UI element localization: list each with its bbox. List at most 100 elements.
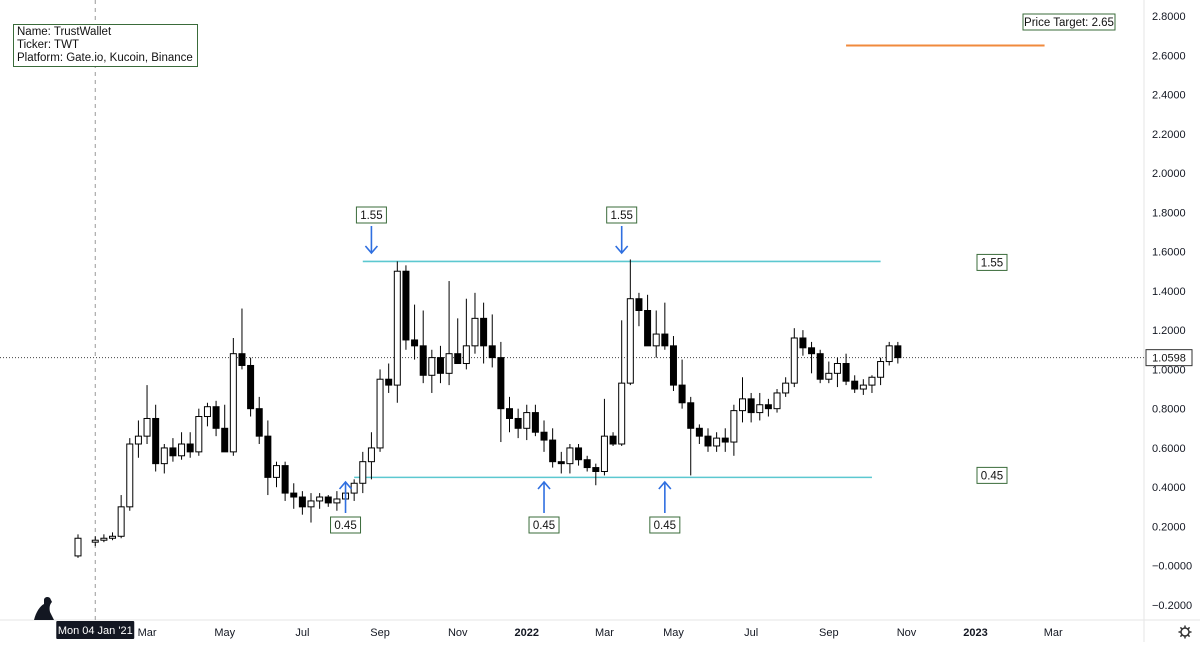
y-tick-label: 2.2000 (1152, 129, 1186, 141)
resistance-level-label: 1.55 (981, 257, 1003, 269)
y-tick-label: 2.4000 (1152, 90, 1186, 102)
candle-up (229, 353, 237, 453)
candle-down (687, 402, 695, 429)
x-tick-label: Jul (295, 627, 309, 639)
candle-up (109, 535, 117, 539)
y-tick-label: 0.8000 (1152, 404, 1186, 416)
candle-down (324, 496, 332, 504)
candle-up (91, 539, 99, 543)
candle-down (221, 427, 229, 453)
candle-down (264, 435, 272, 478)
candle-up (833, 363, 841, 374)
price-target-label-box (1022, 13, 1116, 31)
candle-up (117, 506, 125, 537)
x-tick-label: Mar (595, 627, 614, 639)
candle-down (644, 310, 652, 347)
y-tick-label: −0.0000 (1152, 561, 1192, 573)
y-tick-label: 2.0000 (1152, 168, 1186, 180)
candle-down (255, 408, 263, 437)
candle-down (704, 435, 712, 447)
candle-up (739, 398, 747, 412)
candle-down (842, 363, 850, 382)
support-callout-label-box (528, 516, 560, 534)
x-tick-label: Sep (370, 627, 390, 639)
candle-up (859, 384, 867, 390)
candle-down (575, 447, 583, 461)
candle-up (790, 337, 798, 384)
candle-down (454, 353, 462, 365)
y-tick-label: 0.2000 (1152, 521, 1186, 533)
y-tick-label: 0.6000 (1152, 443, 1186, 455)
candle-up (376, 378, 384, 449)
symbol-ticker: Ticker: TWT (17, 39, 79, 51)
current-price-tag: 1.0598 (1152, 353, 1186, 365)
candle-up (350, 482, 358, 494)
resistance-callout-label-box (606, 206, 638, 224)
candle-down (635, 298, 643, 312)
price-target-label: Price Target: 2.65 (1024, 17, 1114, 29)
y-tick-label: 1.2000 (1152, 325, 1186, 337)
y-tick-label: 1.4000 (1152, 286, 1186, 298)
candle-down (583, 459, 591, 469)
symbol-platform: Platform: Gate.io, Kucoin, Binance (17, 52, 193, 64)
x-tick-label: Jul (744, 627, 758, 639)
candle-up (756, 404, 764, 414)
candle-down (488, 345, 496, 359)
resistance-callout-label: 1.55 (360, 210, 382, 222)
candle-up (713, 437, 721, 447)
candle-up (566, 447, 574, 465)
candle-up (877, 361, 885, 378)
symbol-name: Name: TrustWallet (17, 26, 112, 38)
candle-up (74, 537, 82, 557)
candle-down (298, 496, 306, 508)
candle-down (549, 439, 557, 463)
support-callout-label-box (330, 516, 362, 534)
candle-up (462, 345, 470, 365)
candle-down (609, 435, 617, 445)
candle-up (773, 392, 781, 410)
candle-down (592, 467, 600, 472)
candle-down (290, 492, 298, 498)
candle-down (894, 345, 902, 359)
x-tick-label: May (663, 627, 684, 639)
candle-down (186, 443, 194, 453)
candle-down (152, 417, 160, 465)
resistance-level-label-box (976, 253, 1008, 271)
candle-up (885, 345, 893, 363)
y-tick-label: 2.8000 (1152, 11, 1186, 23)
candle-down (816, 353, 824, 380)
gear-icon-tooth (1179, 634, 1183, 638)
resistance-callout-label: 1.55 (610, 210, 632, 222)
candle-up (393, 270, 401, 386)
support-level-label: 0.45 (981, 470, 1003, 482)
resistance-callout-label-box (355, 206, 387, 224)
candle-down (540, 431, 548, 441)
candle-down (851, 380, 859, 390)
candle-up (626, 298, 634, 384)
gear-icon (1180, 627, 1190, 637)
candle-up (203, 406, 211, 418)
candle-down (212, 406, 220, 429)
candle-down (497, 357, 505, 410)
gear-icon-tooth (1187, 634, 1191, 638)
x-tick-label: Mar (1044, 627, 1063, 639)
candle-down (557, 461, 565, 465)
candle-up (652, 333, 660, 347)
candle-down (281, 465, 289, 494)
up-arrow-icon-head (338, 480, 353, 490)
candle-up (178, 443, 186, 457)
candle-down (480, 317, 488, 347)
y-tick-label: 1.6000 (1152, 247, 1186, 259)
candle-down (531, 412, 539, 433)
candle-up (445, 353, 453, 374)
candle-up (307, 500, 315, 508)
y-tick-label: 1.8000 (1152, 207, 1186, 219)
candle-up (471, 317, 479, 347)
candle-down (402, 270, 410, 341)
candle-up (160, 447, 168, 465)
candle-down (808, 347, 816, 355)
candle-up (868, 376, 876, 386)
candle-up (100, 537, 108, 541)
support-callout-label-box (649, 516, 681, 534)
